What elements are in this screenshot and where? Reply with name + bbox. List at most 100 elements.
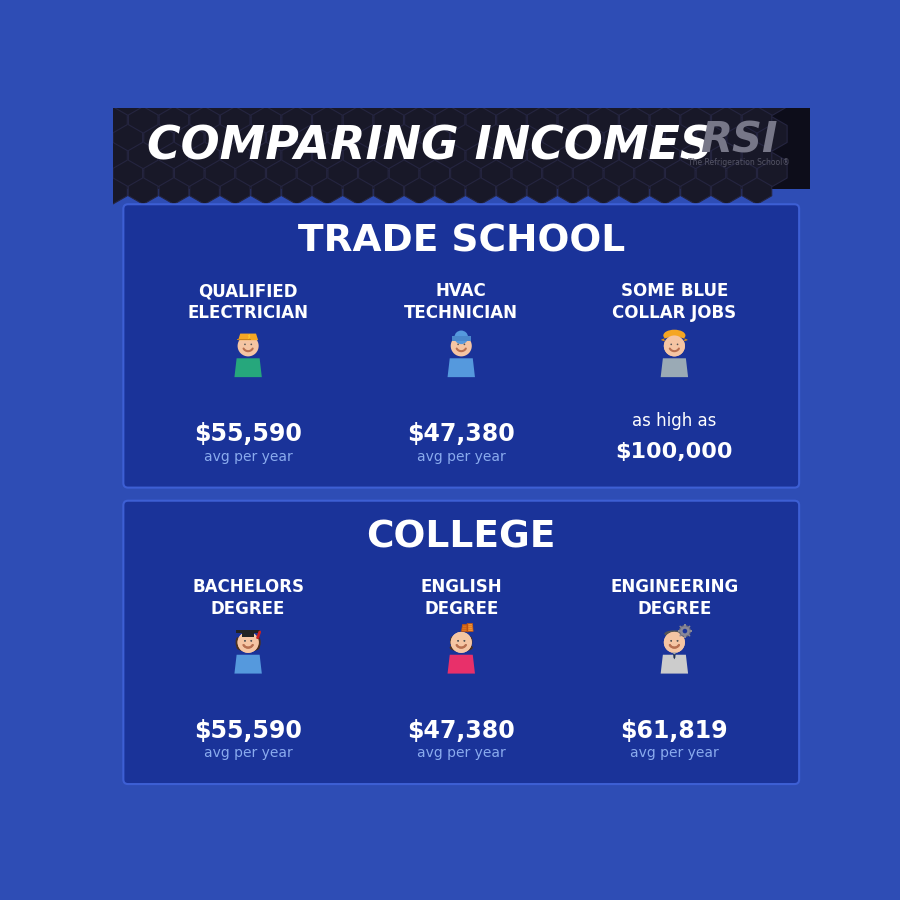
Polygon shape	[680, 626, 682, 628]
Polygon shape	[689, 630, 692, 632]
Polygon shape	[374, 170, 403, 204]
Polygon shape	[712, 135, 741, 168]
Polygon shape	[758, 81, 788, 115]
Polygon shape	[482, 117, 511, 151]
Polygon shape	[190, 99, 220, 133]
Circle shape	[670, 344, 672, 346]
Polygon shape	[558, 135, 588, 168]
Ellipse shape	[663, 329, 686, 341]
Polygon shape	[634, 153, 664, 186]
Polygon shape	[684, 636, 686, 638]
Polygon shape	[497, 170, 526, 204]
Polygon shape	[650, 135, 680, 168]
Polygon shape	[436, 99, 465, 133]
Polygon shape	[497, 99, 526, 133]
Polygon shape	[684, 624, 686, 626]
Polygon shape	[175, 81, 204, 115]
Text: RSI: RSI	[700, 120, 778, 162]
FancyBboxPatch shape	[112, 108, 810, 189]
Polygon shape	[573, 81, 603, 115]
Polygon shape	[527, 135, 557, 168]
Polygon shape	[98, 170, 127, 204]
Polygon shape	[727, 117, 756, 151]
Polygon shape	[251, 99, 281, 133]
Text: COMPARING INCOMES: COMPARING INCOMES	[148, 124, 713, 169]
Polygon shape	[205, 117, 235, 151]
Text: QUALIFIED
ELECTRICIAN: QUALIFIED ELECTRICIAN	[187, 282, 309, 321]
Ellipse shape	[469, 636, 473, 646]
Polygon shape	[680, 634, 682, 636]
Polygon shape	[665, 153, 695, 186]
Circle shape	[464, 344, 465, 346]
Polygon shape	[742, 135, 772, 168]
Polygon shape	[144, 117, 174, 151]
Polygon shape	[589, 135, 618, 168]
Polygon shape	[251, 170, 281, 204]
Polygon shape	[238, 334, 258, 340]
Circle shape	[670, 640, 672, 642]
Polygon shape	[374, 99, 403, 133]
Polygon shape	[543, 81, 572, 115]
Polygon shape	[634, 81, 664, 115]
Polygon shape	[236, 117, 266, 151]
Text: $100,000: $100,000	[616, 442, 733, 462]
Ellipse shape	[256, 637, 261, 648]
Polygon shape	[482, 153, 511, 186]
Text: BACHELORS
DEGREE: BACHELORS DEGREE	[192, 579, 304, 618]
Polygon shape	[266, 117, 296, 151]
Polygon shape	[248, 334, 250, 339]
Polygon shape	[604, 117, 634, 151]
Circle shape	[451, 632, 472, 652]
Polygon shape	[237, 339, 251, 340]
Polygon shape	[113, 153, 142, 186]
Polygon shape	[619, 170, 649, 204]
Polygon shape	[466, 135, 496, 168]
Polygon shape	[175, 153, 204, 186]
Polygon shape	[451, 117, 481, 151]
Polygon shape	[343, 170, 373, 204]
Polygon shape	[482, 81, 511, 115]
Text: SOME BLUE
COLLAR JOBS: SOME BLUE COLLAR JOBS	[612, 282, 736, 321]
Polygon shape	[390, 117, 418, 151]
Polygon shape	[436, 170, 465, 204]
Polygon shape	[190, 170, 220, 204]
Polygon shape	[205, 81, 235, 115]
Polygon shape	[144, 153, 174, 186]
Text: $47,380: $47,380	[408, 422, 515, 446]
Polygon shape	[558, 99, 588, 133]
Polygon shape	[234, 358, 262, 377]
Polygon shape	[374, 135, 403, 168]
Polygon shape	[420, 81, 449, 115]
Text: $55,590: $55,590	[194, 422, 302, 446]
Polygon shape	[742, 99, 772, 133]
Polygon shape	[451, 81, 481, 115]
Polygon shape	[512, 153, 542, 186]
Circle shape	[664, 632, 685, 652]
Circle shape	[244, 640, 246, 642]
Polygon shape	[678, 630, 680, 632]
Polygon shape	[665, 117, 695, 151]
Polygon shape	[447, 358, 475, 377]
Circle shape	[457, 344, 459, 346]
Polygon shape	[665, 81, 695, 115]
Polygon shape	[328, 117, 357, 151]
Polygon shape	[159, 135, 189, 168]
Polygon shape	[447, 654, 475, 673]
Polygon shape	[234, 654, 262, 673]
Polygon shape	[343, 135, 373, 168]
Polygon shape	[451, 153, 481, 186]
Polygon shape	[589, 170, 618, 204]
FancyBboxPatch shape	[112, 189, 810, 198]
Polygon shape	[220, 170, 250, 204]
Polygon shape	[251, 135, 281, 168]
Polygon shape	[159, 99, 189, 133]
Polygon shape	[558, 170, 588, 204]
Polygon shape	[205, 153, 235, 186]
Circle shape	[464, 640, 465, 642]
Circle shape	[451, 632, 472, 652]
Polygon shape	[129, 99, 158, 133]
Polygon shape	[742, 170, 772, 204]
Polygon shape	[220, 99, 250, 133]
Polygon shape	[497, 135, 526, 168]
Polygon shape	[466, 99, 496, 133]
